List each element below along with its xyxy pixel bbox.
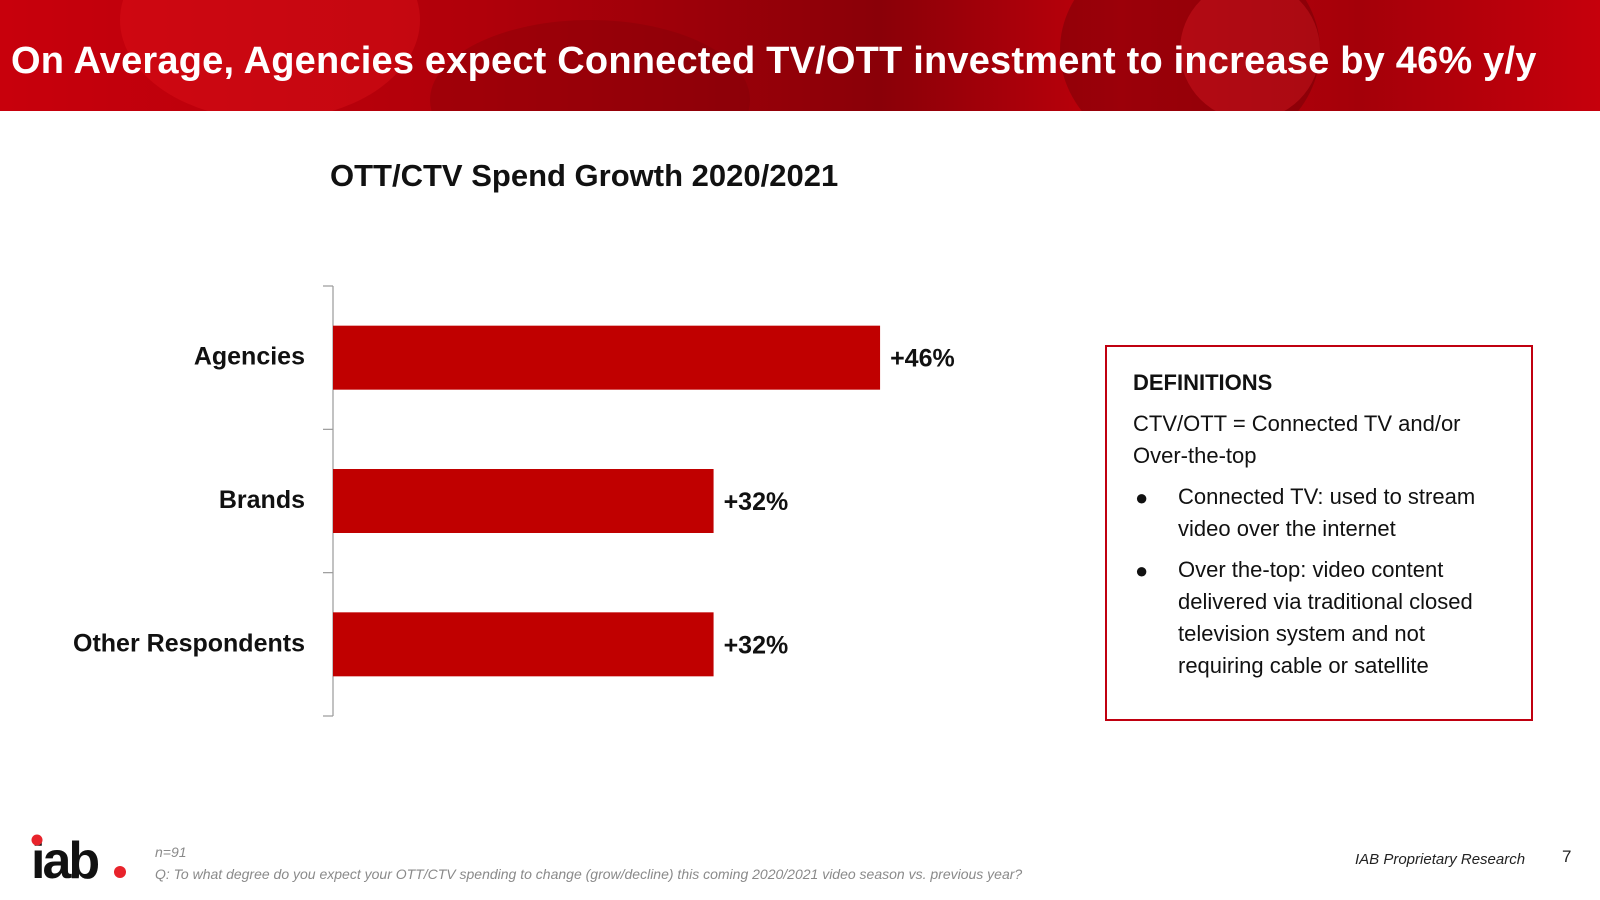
- bullet-icon: ●: [1135, 558, 1149, 583]
- iab-logo: iab: [31, 832, 126, 888]
- bar-other-respondents: [333, 612, 714, 677]
- definition-bullet-text: Connected TV: used to stream video over …: [1178, 484, 1476, 541]
- survey-question: Q: To what degree do you expect your OTT…: [155, 866, 1023, 882]
- definitions-title: DEFINITIONS: [1133, 370, 1273, 395]
- page-number: 7: [1562, 847, 1572, 866]
- category-label: Other Respondents: [73, 629, 305, 657]
- bar-agencies: [333, 325, 881, 390]
- definition-bullet: ● Over the-top: video content delivered …: [1133, 554, 1507, 682]
- data-label: +32%: [724, 631, 789, 659]
- category-label: Agencies: [194, 343, 305, 371]
- sample-size: n=91: [155, 844, 187, 860]
- page-title: On Average, Agencies expect Connected TV…: [11, 40, 1537, 82]
- definitions-intro: CTV/OTT = Connected TV and/or Over-the-t…: [1133, 411, 1461, 468]
- title-banner: On Average, Agencies expect Connected TV…: [0, 0, 1600, 111]
- definitions-box: DEFINITIONS CTV/OTT = Connected TV and/o…: [1105, 345, 1533, 721]
- bullet-icon: ●: [1135, 485, 1149, 510]
- data-label: +32%: [724, 488, 789, 516]
- data-label: +46%: [890, 345, 955, 373]
- bar-chart: Agencies +46% Brands +32% Other Respondents +…: [73, 285, 955, 717]
- chart-title: OTT/CTV Spend Growth 2020/2021: [330, 158, 839, 193]
- bar-brands: [333, 469, 714, 533]
- definition-bullet-text: Over the-top: video content delivered vi…: [1178, 557, 1473, 678]
- definition-bullet: ● Connected TV: used to stream video ove…: [1133, 481, 1507, 545]
- research-label: IAB Proprietary Research: [1355, 851, 1526, 868]
- category-label: Brands: [219, 486, 305, 514]
- svg-text:iab: iab: [31, 832, 98, 888]
